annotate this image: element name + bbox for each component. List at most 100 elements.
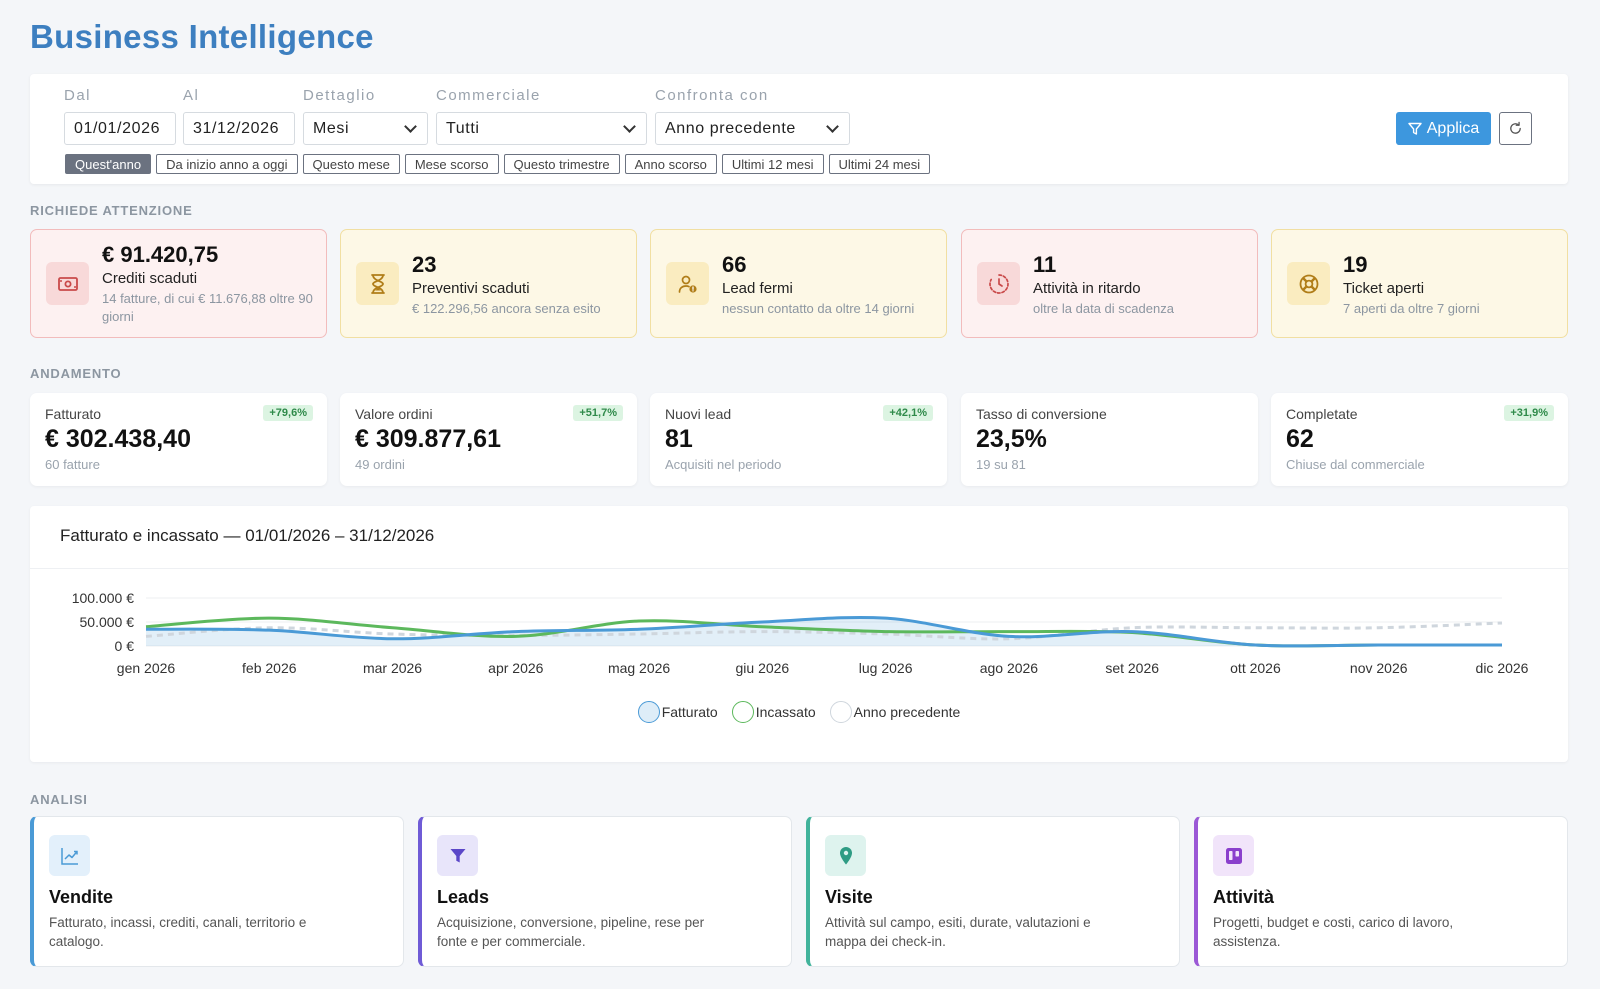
- series-line-anno-precedente: [145, 621, 1503, 641]
- chart-legend: Fatturato Incassato Anno precedente: [30, 701, 1568, 723]
- alert-title: Attività in ritardo: [1033, 280, 1141, 297]
- y-tick-label: 50.000 €: [80, 614, 135, 630]
- apply-label: Applica: [1426, 119, 1480, 137]
- alert-card-overdue-credits[interactable]: € 91.420,75 Crediti scaduti 14 fatture, …: [30, 229, 327, 338]
- hourglass-icon: [356, 262, 399, 305]
- kanban-icon: [1213, 835, 1254, 876]
- from-date-input[interactable]: 01/01/2026: [64, 112, 176, 145]
- x-tick-label: giu 2026: [736, 660, 790, 676]
- analysis-card-visits[interactable]: Visite Attività sul campo, esiti, durate…: [806, 816, 1180, 967]
- kpi-card-new-leads: Nuovi lead +42,1% 81 Acquisiti nel perio…: [650, 393, 947, 486]
- analysis-title: Vendite: [49, 887, 114, 907]
- x-tick-label: mar 2026: [363, 660, 422, 676]
- kpi-label: Fatturato: [45, 406, 102, 422]
- from-date-value: 01/01/2026: [74, 119, 161, 137]
- kpi-badge: +42,1%: [883, 405, 933, 421]
- preset-button[interactable]: Questo trimestre: [503, 154, 620, 174]
- analysis-card-activities[interactable]: Attività Progetti, budget e costi, caric…: [1194, 816, 1568, 967]
- alert-desc: 7 aperti da oltre 7 giorni: [1343, 301, 1480, 316]
- legend-swatch: [731, 701, 754, 723]
- analysis-desc: Acquisizione, conversione, pipeline, res…: [437, 915, 705, 949]
- alert-card-idle-leads[interactable]: 66 Lead fermi nessun contatto da oltre 1…: [650, 229, 947, 338]
- chart-divider: [30, 568, 1568, 569]
- sales-value: Tutti: [446, 119, 480, 137]
- preset-button[interactable]: Mese scorso: [404, 154, 499, 174]
- kpi-value: 23,5%: [976, 425, 1047, 453]
- filter-panel: Dal 01/01/2026 Al 31/12/2026 Dettaglio M…: [30, 74, 1568, 184]
- kpi-value: 62: [1286, 425, 1314, 453]
- cash-icon: [46, 262, 89, 305]
- chart-panel: Fatturato e incassato — 01/01/2026 – 31/…: [30, 506, 1568, 762]
- alert-desc: € 122.296,56 ancora senza esito: [412, 301, 601, 316]
- filter-icon: [1408, 122, 1422, 135]
- detail-select[interactable]: Mesi: [303, 112, 428, 145]
- preset-button[interactable]: Da inizio anno a oggi: [156, 154, 298, 174]
- detail-label: Dettaglio: [303, 87, 376, 104]
- apply-button[interactable]: Applica: [1396, 112, 1491, 145]
- legend-item[interactable]: Anno precedente: [829, 701, 961, 723]
- legend-item[interactable]: Incassato: [731, 701, 816, 723]
- kpi-sub: 19 su 81: [976, 457, 1026, 472]
- legend-label: Anno precedente: [853, 704, 961, 720]
- chevron-down-icon: [826, 120, 839, 133]
- preset-button[interactable]: Questo mese: [302, 154, 400, 174]
- kpi-label: Completate: [1286, 406, 1358, 422]
- kpi-sub: 60 fatture: [45, 457, 100, 472]
- kpi-label: Nuovi lead: [665, 406, 732, 422]
- x-tick-label: ago 2026: [980, 660, 1039, 676]
- alert-card-late-activities[interactable]: 11 Attività in ritardo oltre la data di …: [961, 229, 1258, 338]
- sales-select[interactable]: Tutti: [436, 112, 647, 145]
- revenue-chart[interactable]: 100.000 € 50.000 € 0 € gen 2026 feb 2026 mar …: [30, 506, 1568, 696]
- kpi-sub: 49 ordini: [355, 457, 405, 472]
- analysis-title: Leads: [437, 887, 490, 907]
- alert-title: Preventivi scaduti: [412, 280, 530, 297]
- preset-button[interactable]: Quest'anno: [65, 154, 152, 174]
- analysis-desc: Progetti, budget e costi, carico di lavo…: [1213, 915, 1454, 949]
- kpi-value: € 309.877,61: [355, 425, 501, 453]
- preset-button[interactable]: Anno scorso: [624, 154, 717, 174]
- lifebuoy-icon: [1287, 262, 1330, 305]
- analysis-card-leads[interactable]: Leads Acquisizione, conversione, pipelin…: [418, 816, 792, 967]
- reset-button[interactable]: [1499, 112, 1532, 145]
- sales-label: Commerciale: [436, 87, 541, 104]
- chevron-down-icon: [623, 120, 636, 133]
- alert-card-expired-quotes[interactable]: 23 Preventivi scaduti € 122.296,56 ancor…: [340, 229, 637, 338]
- kpi-card-completed: Completate +31,9% 62 Chiuse dal commerci…: [1271, 393, 1568, 486]
- analysis-desc: Fatturato, incassi, crediti, canali, ter…: [49, 915, 307, 949]
- analysis-card-sales[interactable]: Vendite Fatturato, incassi, crediti, can…: [30, 816, 404, 967]
- legend-item[interactable]: Fatturato: [637, 701, 718, 723]
- legend-swatch: [637, 701, 660, 723]
- analysis-title: Attività: [1213, 887, 1275, 907]
- alert-card-open-tickets[interactable]: 19 Ticket aperti 7 aperti da oltre 7 gio…: [1271, 229, 1568, 338]
- detail-value: Mesi: [313, 119, 350, 137]
- clock-icon: [977, 262, 1020, 305]
- to-date-value: 31/12/2026: [193, 119, 280, 137]
- to-date-input[interactable]: 31/12/2026: [183, 112, 295, 145]
- x-tick-label: lug 2026: [859, 660, 913, 676]
- preset-button[interactable]: Ultimi 12 mesi: [721, 154, 824, 174]
- kpi-card-orders: Valore ordini +51,7% € 309.877,61 49 ord…: [340, 393, 637, 486]
- alert-value: € 91.420,75: [102, 242, 219, 267]
- alert-title: Ticket aperti: [1343, 280, 1425, 297]
- x-tick-label: nov 2026: [1350, 660, 1408, 676]
- x-tick-label: apr 2026: [488, 660, 543, 676]
- kpi-label: Valore ordini: [355, 406, 433, 422]
- compare-value: Anno precedente: [665, 119, 796, 137]
- alert-value: 19: [1343, 252, 1368, 277]
- alert-desc: nessun contatto da oltre 14 giorni: [722, 301, 915, 316]
- compare-select[interactable]: Anno precedente: [655, 112, 850, 145]
- kpi-card-conversion: Tasso di conversione 23,5% 19 su 81: [961, 393, 1258, 486]
- kpi-value: € 302.438,40: [45, 425, 191, 453]
- alert-title: Crediti scaduti: [102, 270, 198, 287]
- analysis-title: Visite: [825, 887, 873, 907]
- series-line-fatturato: [145, 615, 1502, 648]
- chart-line-icon: [49, 835, 90, 876]
- kpi-card-revenue: Fatturato +79,6% € 302.438,40 60 fatture: [30, 393, 327, 486]
- series-area-fatturato: [146, 617, 1502, 647]
- legend-swatch: [829, 701, 852, 723]
- compare-label: Confronta con: [655, 87, 769, 104]
- kpi-value: 81: [665, 425, 693, 453]
- preset-button[interactable]: Ultimi 24 mesi: [828, 154, 931, 174]
- x-tick-label: set 2026: [1105, 660, 1159, 676]
- analysis-desc: Attività sul campo, esiti, durate, valut…: [825, 915, 1091, 949]
